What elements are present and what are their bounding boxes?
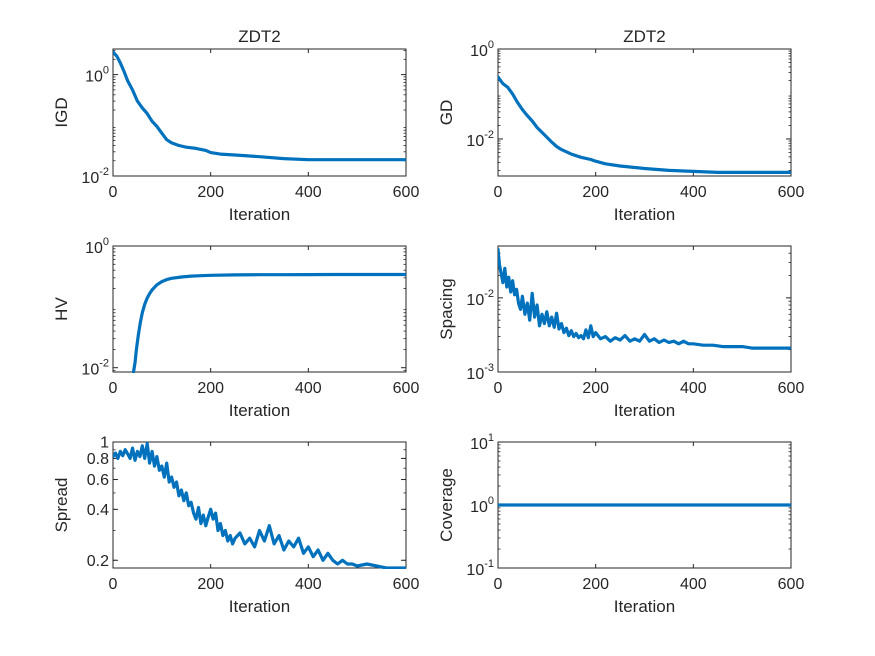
y-tick-exponent: -2 bbox=[484, 129, 494, 141]
minor-ticks bbox=[113, 248, 406, 371]
y-tick-base: 10 bbox=[81, 170, 99, 187]
y-tick-base: 10 bbox=[85, 240, 103, 257]
x-tick-label: 400 bbox=[680, 184, 707, 201]
y-tick-label: 10-1 bbox=[466, 558, 494, 579]
y-tick-exponent: -2 bbox=[99, 166, 109, 178]
axes-box bbox=[112, 245, 407, 373]
x-tick-label: 0 bbox=[494, 576, 503, 593]
x-axis-label: Iteration bbox=[614, 205, 675, 224]
y-tick-exponent: -1 bbox=[484, 558, 494, 570]
x-tick-label: 0 bbox=[109, 184, 118, 201]
x-tick-label: 400 bbox=[680, 380, 707, 397]
x-tick-label: 200 bbox=[197, 380, 224, 397]
y-tick-exponent: 0 bbox=[103, 65, 109, 77]
y-tick-label: 10-2 bbox=[81, 166, 109, 187]
x-tick-label: 400 bbox=[295, 184, 322, 201]
y-axis-label: Spread bbox=[52, 478, 71, 533]
x-axis-label: Iteration bbox=[614, 597, 675, 616]
y-tick-base: 10 bbox=[470, 43, 488, 60]
x-tick-label: 600 bbox=[778, 576, 805, 593]
x-tick-label: 400 bbox=[295, 576, 322, 593]
x-axis-label: Iteration bbox=[229, 597, 290, 616]
axes-box bbox=[112, 48, 407, 177]
x-tick-label: 200 bbox=[582, 380, 609, 397]
x-tick-label: 400 bbox=[680, 576, 707, 593]
x-tick-label: 600 bbox=[778, 184, 805, 201]
y-tick-base: 10 bbox=[466, 366, 484, 383]
y-tick-label: 10-2 bbox=[466, 288, 494, 309]
y-tick-label: 0.8 bbox=[87, 451, 109, 468]
minor-ticks bbox=[113, 50, 406, 162]
x-tick-label: 0 bbox=[109, 576, 118, 593]
series-line-p5 bbox=[113, 441, 406, 569]
y-axis-label: GD bbox=[437, 100, 456, 126]
y-tick-label: 1 bbox=[100, 435, 109, 452]
y-tick-base: 10 bbox=[85, 69, 103, 86]
x-tick-label: 600 bbox=[393, 184, 420, 201]
axes-box bbox=[497, 48, 792, 177]
y-tick-exponent: -3 bbox=[484, 362, 494, 374]
y-tick-label: 100 bbox=[85, 236, 109, 257]
series-line-p4 bbox=[498, 247, 791, 350]
y-axis-label: Spacing bbox=[437, 278, 456, 339]
y-tick-label: 100 bbox=[470, 39, 494, 60]
y-tick-label: 100 bbox=[470, 495, 494, 516]
y-tick-label: 0.4 bbox=[87, 502, 109, 519]
y-tick-exponent: 0 bbox=[103, 236, 109, 248]
y-tick-base: 10 bbox=[81, 362, 99, 379]
y-tick-exponent: -2 bbox=[484, 288, 494, 300]
x-tick-label: 400 bbox=[295, 380, 322, 397]
y-axis-label: Coverage bbox=[437, 468, 456, 542]
y-tick-base: 10 bbox=[466, 562, 484, 579]
y-axis-label: IGD bbox=[52, 97, 71, 127]
axes-box bbox=[112, 441, 407, 569]
minor-ticks bbox=[498, 50, 791, 171]
x-axis-label: Iteration bbox=[229, 205, 290, 224]
y-tick-exponent: 0 bbox=[488, 39, 494, 51]
x-tick-label: 600 bbox=[778, 380, 805, 397]
x-tick-label: 0 bbox=[494, 184, 503, 201]
y-tick-label: 0.6 bbox=[87, 472, 109, 489]
axes-box bbox=[497, 245, 792, 373]
series-line-p3 bbox=[131, 272, 406, 373]
y-tick-label: 0.2 bbox=[87, 553, 109, 570]
y-tick-label: 100 bbox=[85, 65, 109, 86]
y-tick-exponent: 1 bbox=[488, 432, 494, 444]
x-tick-label: 0 bbox=[494, 380, 503, 397]
x-tick-label: 200 bbox=[582, 184, 609, 201]
x-tick-label: 200 bbox=[197, 576, 224, 593]
x-tick-label: 600 bbox=[393, 380, 420, 397]
x-axis-label: Iteration bbox=[614, 401, 675, 420]
y-tick-base: 10 bbox=[470, 499, 488, 516]
y-tick-exponent: -2 bbox=[99, 358, 109, 370]
y-tick-label: 10-3 bbox=[466, 362, 494, 383]
y-tick-base: 10 bbox=[466, 292, 484, 309]
chart-title: ZDT2 bbox=[238, 27, 281, 46]
series-line-p2 bbox=[498, 75, 791, 174]
series-line-p1 bbox=[113, 50, 406, 162]
y-tick-label: 10-2 bbox=[466, 129, 494, 150]
chart-title: ZDT2 bbox=[623, 27, 666, 46]
x-tick-label: 200 bbox=[197, 184, 224, 201]
subplot-p5: 0 200 400 600 0.2 0.4 0.6 0.81 Iteration Spread bbox=[52, 435, 419, 617]
x-axis-label: Iteration bbox=[229, 401, 290, 420]
y-tick-base: 10 bbox=[470, 436, 488, 453]
x-tick-label: 0 bbox=[109, 380, 118, 397]
y-tick-exponent: 0 bbox=[488, 495, 494, 507]
minor-ticks bbox=[498, 444, 791, 550]
x-tick-label: 600 bbox=[393, 576, 420, 593]
y-tick-label: 101 bbox=[470, 432, 494, 453]
y-tick-label: 10-2 bbox=[81, 358, 109, 379]
x-tick-label: 200 bbox=[582, 576, 609, 593]
y-axis-label: HV bbox=[52, 297, 71, 321]
y-tick-base: 10 bbox=[466, 133, 484, 150]
